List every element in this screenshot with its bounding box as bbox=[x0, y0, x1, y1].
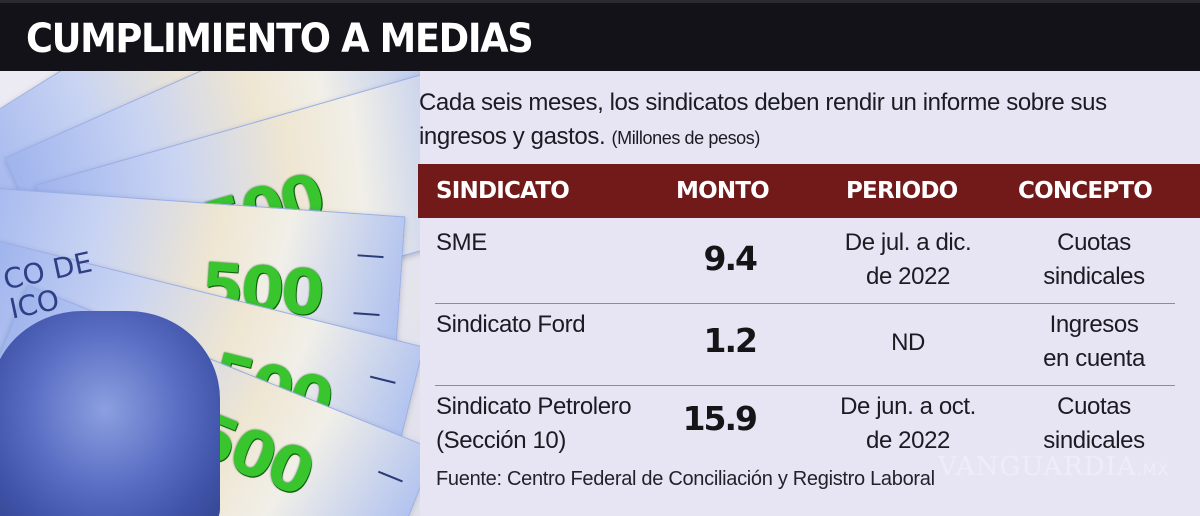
portrait-image bbox=[0, 311, 220, 516]
intro-sentence: Cada seis meses, los sindicatos deben re… bbox=[419, 89, 1107, 150]
concepto-line: Cuotas bbox=[1057, 229, 1131, 256]
row-divider bbox=[435, 303, 1175, 304]
source-note: Fuente: Centro Federal de Conciliación y… bbox=[436, 468, 935, 490]
sindicato-line: Sindicato Petrolero bbox=[436, 393, 632, 420]
concepto-cell: Cuotas sindicales bbox=[1014, 390, 1174, 458]
unit-label: (Millones de pesos) bbox=[611, 128, 761, 148]
concepto-cell: Cuotas sindicales bbox=[1014, 226, 1174, 294]
column-header-concepto: CONCEPTO bbox=[1018, 178, 1153, 204]
monto-cell: 1.2 bbox=[703, 321, 758, 360]
sindicato-cell: Sindicato Petrolero (Sección 10) bbox=[436, 390, 632, 458]
watermark: VANGUARDIA.MX bbox=[938, 452, 1170, 482]
column-header-periodo: PERIODO bbox=[846, 178, 958, 204]
page-title: CUMPLIMIENTO A MEDIAS bbox=[26, 16, 534, 62]
monto-cell: 15.9 bbox=[682, 399, 758, 438]
banknote-ticks bbox=[353, 254, 384, 316]
periodo-cell: De jun. a oct. de 2022 bbox=[808, 390, 1008, 458]
periodo-line: de 2022 bbox=[866, 427, 950, 454]
banknotes-photo: 500 500 500 500 500 500 CO DE ICO bbox=[0, 71, 420, 516]
concepto-line: sindicales bbox=[1043, 427, 1145, 454]
table-row: SME 9.4 De jul. a dic. de 2022 Cuotas si… bbox=[418, 222, 1178, 304]
concepto-line: en cuenta bbox=[1043, 345, 1145, 372]
column-header-sindicato: SINDICATO bbox=[436, 178, 570, 204]
concepto-line: Cuotas bbox=[1057, 393, 1131, 420]
periodo-line: De jun. a oct. bbox=[840, 393, 976, 420]
concepto-cell: Ingresos en cuenta bbox=[1014, 308, 1174, 376]
sindicato-cell: SME bbox=[436, 229, 487, 256]
sindicato-line: (Sección 10) bbox=[436, 427, 566, 454]
periodo-line: de 2022 bbox=[866, 263, 950, 290]
sindicato-cell: Sindicato Ford bbox=[436, 311, 586, 338]
watermark-suffix: .MX bbox=[1136, 460, 1170, 479]
watermark-brand: VANGUARDIA bbox=[938, 452, 1137, 482]
concepto-line: sindicales bbox=[1043, 263, 1145, 290]
table-row: Sindicato Petrolero (Sección 10) 15.9 De… bbox=[418, 386, 1178, 458]
title-bar: CUMPLIMIENTO A MEDIAS bbox=[0, 0, 1200, 71]
row-divider bbox=[435, 385, 1175, 386]
periodo-cell: ND bbox=[891, 329, 925, 356]
column-header-monto: MONTO bbox=[676, 178, 770, 204]
banknote-ticks bbox=[356, 470, 403, 516]
periodo-cell: De jul. a dic. de 2022 bbox=[808, 226, 1008, 294]
concepto-line: Ingresos bbox=[1049, 311, 1139, 338]
monto-cell: 9.4 bbox=[703, 239, 758, 278]
intro-text: Cada seis meses, los sindicatos deben re… bbox=[419, 86, 1179, 155]
periodo-line: De jul. a dic. bbox=[844, 229, 972, 256]
table-row: Sindicato Ford 1.2 ND Ingresos en cuenta bbox=[418, 304, 1178, 386]
table-header: SINDICATO MONTO PERIODO CONCEPTO bbox=[418, 164, 1200, 218]
